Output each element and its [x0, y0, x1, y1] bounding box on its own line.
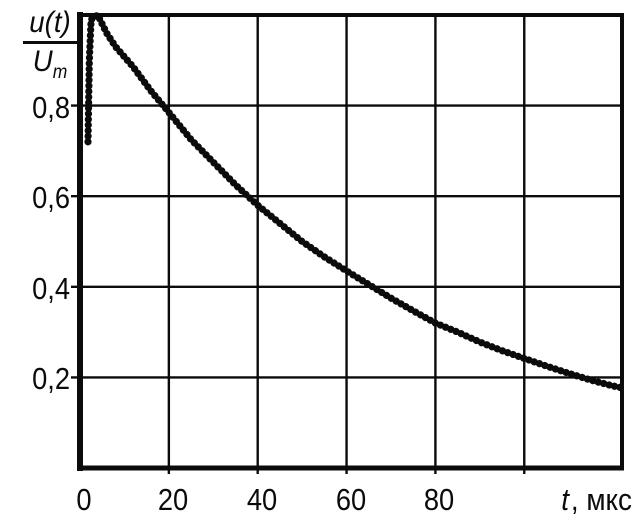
x-axis-unit: , мкс: [570, 482, 632, 517]
y-axis-label-denominator-base: U: [32, 45, 53, 78]
y-tick-label: 0,8: [32, 89, 70, 125]
y-tick-label: 0,4: [32, 270, 70, 306]
plot-border: [78, 13, 624, 470]
x-tick-label: 20: [157, 482, 189, 517]
x-tick-label: 80: [424, 482, 455, 517]
y-axis-label-denominator-subscript: m: [52, 62, 68, 83]
curve-series-beads: [84, 11, 626, 392]
x-tick-label: 0: [76, 482, 92, 517]
y-axis-label: u(t) Um: [20, 6, 80, 89]
y-tick-label: 0,2: [32, 361, 70, 397]
x-tick-label: 40: [246, 482, 277, 517]
x-tick-label: 60: [335, 482, 366, 517]
y-axis-label-denominator: Um: [22, 46, 77, 89]
x-axis-unit-label: t, мкс: [488, 483, 632, 517]
x-axis-variable: t: [561, 482, 570, 517]
y-tick-label: 0,6: [32, 180, 70, 216]
y-axis-label-numerator: u(t): [29, 6, 71, 39]
fraction-bar-icon: [23, 41, 77, 44]
